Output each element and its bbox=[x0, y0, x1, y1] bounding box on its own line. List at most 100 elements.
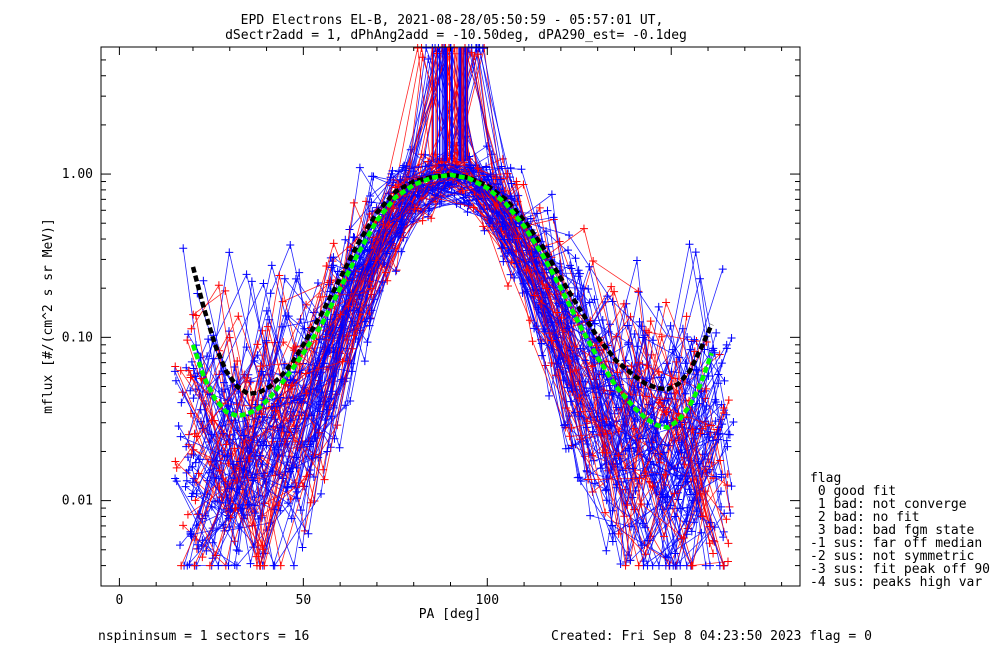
trace-point bbox=[394, 167, 403, 176]
trace-point bbox=[714, 370, 723, 379]
trace-point bbox=[338, 357, 347, 366]
trace-point bbox=[560, 421, 569, 430]
trace-point bbox=[262, 306, 271, 315]
trace-point bbox=[504, 281, 513, 290]
trace-point bbox=[230, 561, 239, 570]
trace-point bbox=[469, 203, 478, 212]
trace-point bbox=[232, 561, 241, 570]
trace-point bbox=[257, 410, 266, 419]
trace-point bbox=[250, 501, 259, 510]
trace-point bbox=[601, 508, 610, 517]
trace-point bbox=[360, 357, 369, 366]
trace-point bbox=[198, 553, 207, 562]
trace-point bbox=[506, 163, 515, 172]
trace-point bbox=[191, 535, 200, 544]
trace-point bbox=[410, 204, 419, 213]
trace-point bbox=[467, 48, 476, 57]
trace-point bbox=[504, 246, 513, 255]
trace-point bbox=[592, 341, 601, 350]
trace-point bbox=[214, 281, 223, 290]
trace-point bbox=[681, 389, 690, 398]
trace-point bbox=[727, 482, 736, 491]
trace-point bbox=[172, 463, 181, 472]
trace-point bbox=[176, 366, 185, 375]
trace-point bbox=[391, 267, 400, 276]
trace-point bbox=[712, 328, 721, 337]
trace-point bbox=[191, 311, 200, 320]
trace-point bbox=[291, 274, 300, 283]
trace-point bbox=[418, 216, 427, 225]
trace-point bbox=[221, 498, 230, 507]
trace-line bbox=[196, 159, 725, 566]
trace-point bbox=[316, 293, 325, 302]
trace-point bbox=[363, 338, 372, 347]
trace-point bbox=[366, 314, 375, 323]
trace-point bbox=[720, 376, 729, 385]
trace-point bbox=[366, 284, 375, 293]
trace-point bbox=[389, 204, 398, 213]
trace-point bbox=[185, 560, 194, 569]
trace-point bbox=[566, 346, 575, 355]
trace-point bbox=[654, 561, 663, 570]
trace-point bbox=[610, 287, 619, 296]
trace-point bbox=[444, 178, 453, 187]
legend-entry: 3 bad: bad fgm state bbox=[810, 523, 975, 538]
trace-point bbox=[386, 173, 395, 182]
trace-point bbox=[301, 369, 310, 378]
trace-line bbox=[189, 47, 705, 554]
footer-left: nspininsum = 1 sectors = 16 bbox=[98, 629, 309, 644]
trace-point bbox=[444, 188, 453, 197]
trace-point bbox=[431, 191, 440, 200]
trace-line bbox=[193, 164, 707, 566]
trace-point bbox=[471, 44, 480, 52]
trace-point bbox=[239, 431, 248, 440]
trace-point bbox=[641, 523, 650, 532]
legend-entry: 0 good fit bbox=[810, 484, 896, 499]
trace-point bbox=[503, 169, 512, 178]
trace-point bbox=[221, 286, 230, 295]
trace-point bbox=[302, 389, 311, 398]
trace-point bbox=[184, 330, 193, 339]
trace-point bbox=[427, 214, 436, 223]
trace-point bbox=[506, 192, 515, 201]
trace-line bbox=[176, 183, 719, 567]
fit-curves bbox=[190, 172, 714, 430]
trace-point bbox=[181, 482, 190, 491]
trace-point bbox=[660, 448, 669, 457]
trace-point bbox=[565, 231, 574, 240]
trace-point bbox=[218, 520, 227, 529]
trace-point bbox=[258, 545, 267, 554]
trace-point bbox=[224, 561, 233, 570]
trace-point bbox=[259, 279, 268, 288]
trace-point bbox=[194, 544, 203, 553]
trace-point bbox=[317, 489, 326, 498]
trace-point bbox=[707, 421, 716, 430]
trace-point bbox=[542, 227, 551, 236]
trace-point bbox=[234, 547, 243, 556]
trace-point bbox=[706, 518, 715, 527]
trace-point bbox=[271, 406, 280, 415]
trace-point bbox=[687, 561, 696, 570]
trace-point bbox=[346, 243, 355, 252]
trace-point bbox=[621, 356, 630, 365]
trace-point bbox=[613, 368, 622, 377]
trace-point bbox=[648, 442, 657, 451]
trace-point bbox=[634, 561, 643, 570]
trace-point bbox=[189, 394, 198, 403]
trace-point bbox=[635, 317, 644, 326]
trace-point bbox=[199, 276, 208, 285]
trace-point bbox=[709, 549, 718, 558]
trace-point bbox=[540, 327, 549, 336]
trace-point bbox=[564, 246, 573, 255]
trace-point bbox=[627, 362, 636, 371]
trace-point bbox=[366, 192, 375, 201]
trace-point bbox=[588, 362, 597, 371]
trace-point bbox=[727, 334, 736, 343]
trace-point bbox=[183, 453, 192, 462]
trace-point bbox=[678, 324, 687, 333]
trace-line bbox=[186, 173, 721, 566]
trace-point bbox=[626, 556, 635, 565]
trace-point bbox=[692, 507, 701, 516]
trace-point bbox=[174, 422, 183, 431]
trace-point bbox=[532, 209, 541, 218]
